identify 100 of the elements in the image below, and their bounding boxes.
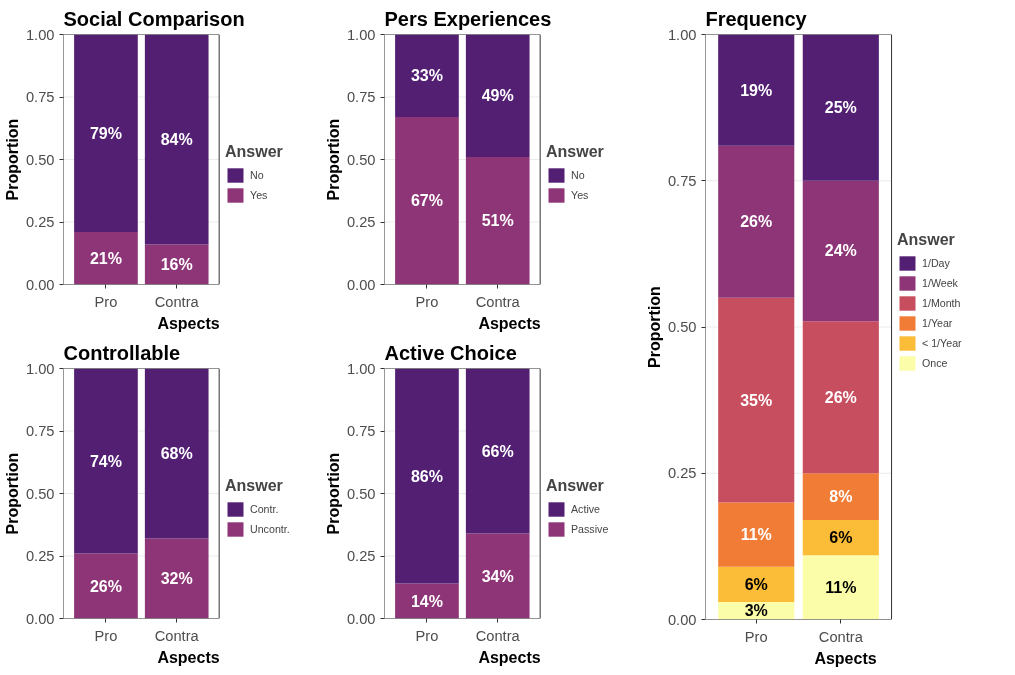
x-axis-title: Aspects	[814, 649, 877, 667]
data-label: 14%	[410, 592, 443, 610]
data-label: 25%	[824, 99, 857, 117]
data-label: 32%	[160, 570, 193, 587]
data-label: 74%	[89, 452, 122, 470]
legend-title: Answer	[546, 143, 604, 161]
bar	[144, 34, 209, 245]
y-tick-label: 0.25	[25, 548, 55, 564]
data-label: 26%	[89, 577, 122, 595]
x-tick-label: Pro	[744, 628, 768, 645]
bar	[802, 473, 879, 521]
bar	[465, 34, 530, 157]
y-tick-label: 0.75	[25, 423, 55, 439]
y-tick-label: 1.00	[25, 26, 55, 43]
y-tick-label: 0.25	[667, 465, 697, 482]
y-tick-label: 0.50	[25, 151, 55, 168]
bar	[465, 157, 530, 285]
data-label: 6%	[829, 529, 853, 547]
legend-label: 1/Day	[922, 255, 950, 271]
legend-label: Uncontr.	[250, 522, 290, 537]
legend-label: No	[571, 168, 586, 183]
y-tick-label: 1.00	[25, 360, 55, 377]
legend-title: Answer	[546, 477, 605, 495]
y-tick-label: 0.00	[667, 611, 697, 628]
y-tick-label: 0.75	[25, 89, 55, 105]
y-tick-label: 0.25	[25, 214, 55, 230]
data-label: 6%	[744, 575, 768, 593]
x-tick-label: Pro	[94, 293, 118, 310]
legend-label: Active	[571, 502, 601, 517]
bar	[718, 34, 795, 146]
x-tick-label: Contra	[154, 627, 200, 644]
bar	[395, 34, 459, 117]
y-tick-label: 0.75	[346, 423, 376, 439]
y-tick-label: 1.00	[346, 360, 376, 377]
data-label: 34%	[481, 567, 514, 585]
data-label: 66%	[481, 442, 514, 460]
data-label: 11%	[825, 578, 857, 596]
data-label: 3%	[744, 602, 768, 620]
data-label: 49%	[481, 87, 514, 105]
data-label: 51%	[481, 212, 514, 230]
chart-title: Social Comparison	[63, 7, 245, 30]
data-label: 79%	[89, 124, 122, 142]
legend-label: 1/Week	[922, 275, 958, 291]
data-label: 24%	[824, 242, 857, 260]
legend-title: Answer	[897, 230, 956, 249]
x-tick-label: Pro	[415, 627, 439, 644]
y-axis-title: Proportion	[324, 118, 342, 201]
y-tick-label: 1.00	[667, 26, 697, 43]
bar	[718, 145, 795, 298]
chart-title: Pers Experiences	[384, 7, 552, 30]
bar	[718, 566, 795, 602]
legend-label: Yes	[250, 188, 269, 203]
legend-title: Answer	[225, 477, 284, 495]
data-label: 26%	[824, 388, 857, 406]
y-tick-label: 0.50	[346, 485, 376, 502]
bar	[74, 34, 138, 232]
chart-title: Controllable	[63, 341, 181, 364]
x-tick-label: Contra	[475, 627, 521, 644]
bar	[465, 533, 530, 619]
bar	[802, 34, 879, 181]
data-label: 21%	[89, 249, 122, 267]
data-label: 33%	[410, 67, 443, 85]
legend-label: 1/Month	[922, 295, 961, 311]
chart-title: Frequency	[705, 7, 808, 30]
y-tick-label: 0.25	[346, 214, 376, 230]
bar	[802, 180, 879, 322]
data-label: 68%	[160, 445, 193, 462]
legend-label: 1/Year	[922, 315, 953, 331]
x-tick-label: Pro	[94, 627, 118, 644]
legend-label: < 1/Year	[922, 335, 962, 351]
bar	[718, 502, 795, 567]
data-label: 16%	[160, 256, 193, 273]
data-label: 84%	[160, 131, 193, 148]
bar	[465, 368, 530, 534]
x-tick-label: Pro	[415, 293, 439, 310]
y-tick-label: 0.50	[346, 151, 376, 168]
y-tick-label: 0.50	[667, 319, 697, 335]
bar	[802, 321, 879, 474]
bar	[718, 297, 795, 503]
y-tick-label: 0.00	[346, 610, 376, 627]
data-label: 26%	[740, 213, 773, 231]
bar	[144, 538, 209, 619]
y-axis-title: Proportion	[645, 286, 663, 368]
x-axis-title: Aspects	[478, 314, 541, 332]
y-tick-label: 0.75	[667, 172, 697, 189]
y-tick-label: 0.50	[25, 485, 55, 502]
y-axis-title: Proportion	[3, 452, 21, 535]
legend-label: Once	[922, 355, 948, 371]
x-tick-label: Contra	[475, 293, 521, 310]
data-label: 86%	[410, 467, 443, 485]
chart-title: Active Choice	[384, 341, 517, 364]
x-axis-title: Aspects	[157, 648, 220, 666]
legend-label: Yes	[571, 188, 590, 203]
y-tick-label: 1.00	[346, 26, 376, 43]
y-axis-title: Proportion	[324, 452, 342, 535]
y-tick-label: 0.00	[25, 610, 55, 627]
y-tick-label: 0.25	[346, 548, 376, 564]
bar	[144, 368, 209, 539]
legend-label: Contr.	[250, 502, 279, 517]
bar	[802, 520, 879, 556]
